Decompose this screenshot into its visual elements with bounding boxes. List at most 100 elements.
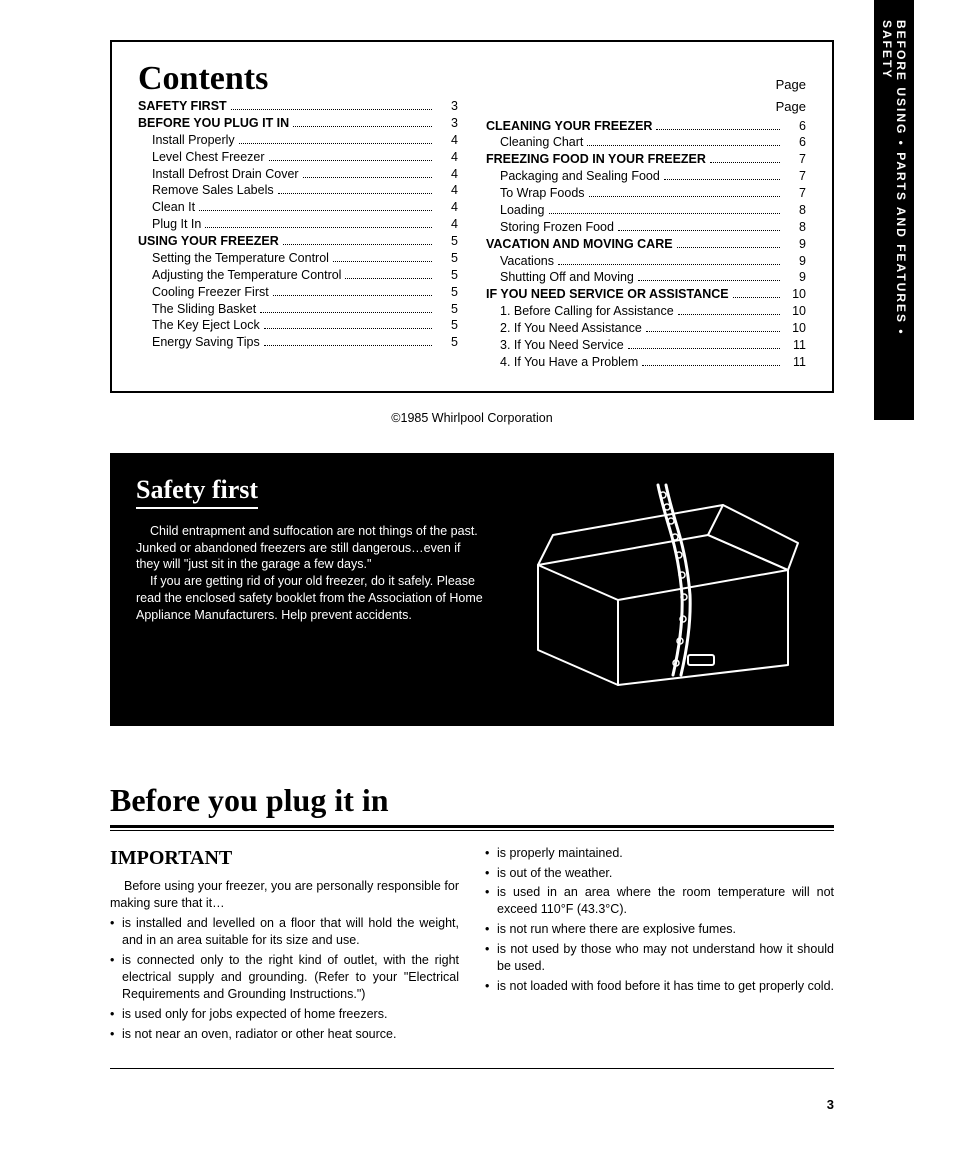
page-label-left: Page: [776, 77, 806, 92]
toc-line: 3. If You Need Service11: [486, 337, 806, 354]
toc-line: Storing Frozen Food8: [486, 219, 806, 236]
toc-page: 8: [784, 202, 806, 219]
toc-dots: [638, 280, 780, 281]
bottom-rule: [110, 1068, 834, 1069]
toc-page: 5: [436, 284, 458, 301]
toc-dots: [618, 230, 780, 231]
toc-dots: [269, 160, 432, 161]
toc-dots: [558, 264, 780, 265]
toc-dots: [273, 295, 432, 296]
toc-label: Shutting Off and Moving: [486, 269, 634, 286]
toc-page: 9: [784, 236, 806, 253]
toc-line: The Sliding Basket 5: [138, 301, 458, 318]
toc-dots: [664, 179, 780, 180]
toc-page: 5: [436, 334, 458, 351]
toc-dots: [587, 145, 780, 146]
toc-page: 4: [436, 132, 458, 149]
bullet-item: is not loaded with food before it has ti…: [485, 978, 834, 995]
toc-label: Packaging and Sealing Food: [486, 168, 660, 185]
toc-dots: [677, 247, 780, 248]
toc-page: 7: [784, 151, 806, 168]
toc-line: BEFORE YOU PLUG IT IN 3: [138, 115, 458, 132]
toc-label: Storing Frozen Food: [486, 219, 614, 236]
toc-dots: [642, 365, 780, 366]
bullet-item: is used only for jobs expected of home f…: [110, 1006, 459, 1023]
toc-dots: [205, 227, 432, 228]
toc-dots: [278, 193, 432, 194]
toc-label: The Sliding Basket: [138, 301, 256, 318]
toc-label: Plug It In: [138, 216, 201, 233]
toc-label: 3. If You Need Service: [486, 337, 624, 354]
copyright-text: ©1985 Whirlpool Corporation: [110, 411, 834, 425]
toc-page: 3: [436, 98, 458, 115]
toc-line: FREEZING FOOD IN YOUR FREEZER 7: [486, 151, 806, 168]
toc-label: 2. If You Need Assistance: [486, 320, 642, 337]
before-you-plug-title: Before you plug it in: [110, 782, 834, 819]
toc-label: Install Defrost Drain Cover: [138, 166, 299, 183]
toc-page: 3: [436, 115, 458, 132]
important-bullets-left: is installed and levelled on a floor tha…: [110, 915, 459, 1042]
toc-label: FREEZING FOOD IN YOUR FREEZER: [486, 151, 706, 168]
toc-page: 5: [436, 317, 458, 334]
toc-label: BEFORE YOU PLUG IT IN: [138, 115, 289, 132]
toc-line: Remove Sales Labels4: [138, 182, 458, 199]
toc-line: IF YOU NEED SERVICE OR ASSISTANCE10: [486, 286, 806, 303]
toc-line: 4. If You Have a Problem11: [486, 354, 806, 371]
toc-dots: [333, 261, 432, 262]
important-section: IMPORTANT Before using your freezer, you…: [110, 845, 834, 1046]
toc-page: 4: [436, 199, 458, 216]
toc-line: Install Properly4: [138, 132, 458, 149]
toc-page: 9: [784, 269, 806, 286]
page-label-right: Page: [486, 98, 806, 116]
toc-line: Plug It In4: [138, 216, 458, 233]
bullet-item: is installed and levelled on a floor tha…: [110, 915, 459, 949]
section-rule: [110, 825, 834, 831]
toc-dots: [199, 210, 432, 211]
toc-page: 4: [436, 149, 458, 166]
toc-line: 1. Before Calling for Assistance10: [486, 303, 806, 320]
toc-page: 6: [784, 134, 806, 151]
toc-line: Setting the Temperature Control 5: [138, 250, 458, 267]
toc-dots: [231, 109, 432, 110]
toc-label: Adjusting the Temperature Control: [138, 267, 341, 284]
toc-label: SAFETY FIRST: [138, 98, 227, 115]
toc-dots: [733, 297, 780, 298]
toc-label: Energy Saving Tips: [138, 334, 260, 351]
toc-dots: [549, 213, 781, 214]
important-bullets-right: is properly maintained.is out of the wea…: [485, 845, 834, 995]
bullet-item: is not run where there are explosive fum…: [485, 921, 834, 938]
bullet-item: is not near an oven, radiator or other h…: [110, 1026, 459, 1043]
important-title: IMPORTANT: [110, 845, 459, 872]
toc-dots: [589, 196, 780, 197]
toc-line: 2. If You Need Assistance10: [486, 320, 806, 337]
toc-label: 1. Before Calling for Assistance: [486, 303, 674, 320]
toc-label: Setting the Temperature Control: [138, 250, 329, 267]
bullet-item: is out of the weather.: [485, 865, 834, 882]
safety-box: Safety first Child entrapment and suffoc…: [110, 453, 834, 726]
toc-page: 5: [436, 233, 458, 250]
toc-page: 5: [436, 250, 458, 267]
toc-page: 7: [784, 168, 806, 185]
toc-page: 5: [436, 301, 458, 318]
toc-dots: [293, 126, 432, 127]
safety-title: Safety first: [136, 475, 258, 509]
toc-dots: [303, 177, 432, 178]
bullet-item: is used in an area where the room temper…: [485, 884, 834, 918]
toc-label: Level Chest Freezer: [138, 149, 265, 166]
bullet-item: is connected only to the right kind of o…: [110, 952, 459, 1003]
toc-label: VACATION AND MOVING CARE: [486, 236, 673, 253]
toc-line: Vacations9: [486, 253, 806, 270]
toc-line: Packaging and Sealing Food 7: [486, 168, 806, 185]
toc-label: Vacations: [486, 253, 554, 270]
toc-page: 5: [436, 267, 458, 284]
toc-line: SAFETY FIRST 3: [138, 98, 458, 115]
toc-dots: [710, 162, 780, 163]
contents-box: Contents Page SAFETY FIRST3BEFORE YOU PL…: [110, 40, 834, 393]
page-number: 3: [110, 1097, 834, 1112]
toc-line: CLEANING YOUR FREEZER6: [486, 118, 806, 135]
toc-line: Cleaning Chart6: [486, 134, 806, 151]
toc-label: To Wrap Foods: [486, 185, 585, 202]
toc-line: Cooling Freezer First5: [138, 284, 458, 301]
toc-label: CLEANING YOUR FREEZER: [486, 118, 652, 135]
toc-line: Level Chest Freezer 4: [138, 149, 458, 166]
